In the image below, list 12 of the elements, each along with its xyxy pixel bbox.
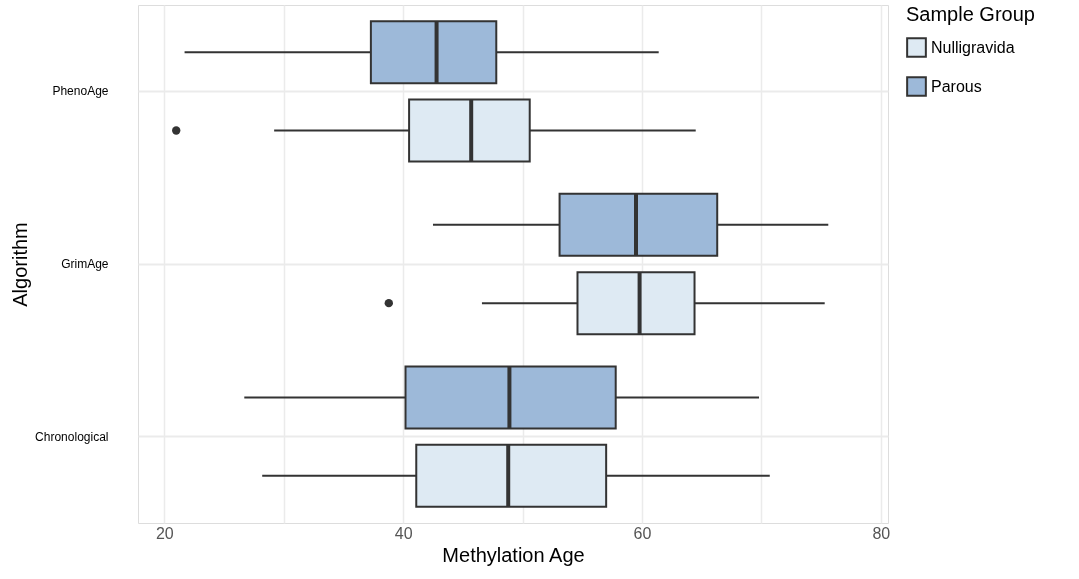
x-tick-label: 80 bbox=[872, 524, 891, 542]
legend-label: Parous bbox=[931, 77, 982, 95]
y-tick-label: GrimAge bbox=[61, 257, 109, 271]
x-tick-label: 20 bbox=[155, 524, 174, 542]
x-axis-title: Methylation Age bbox=[442, 543, 585, 566]
x-tick-label: 40 bbox=[394, 524, 413, 542]
legend-label: Nulligravida bbox=[931, 38, 1015, 56]
legend-title: Sample Group bbox=[906, 3, 1035, 25]
y-axis-title: Algorithm bbox=[9, 222, 32, 307]
x-tick-label: 60 bbox=[633, 524, 652, 542]
y-tick-label: PhenoAge bbox=[52, 84, 109, 99]
y-tick-label: Chronological bbox=[35, 429, 109, 444]
